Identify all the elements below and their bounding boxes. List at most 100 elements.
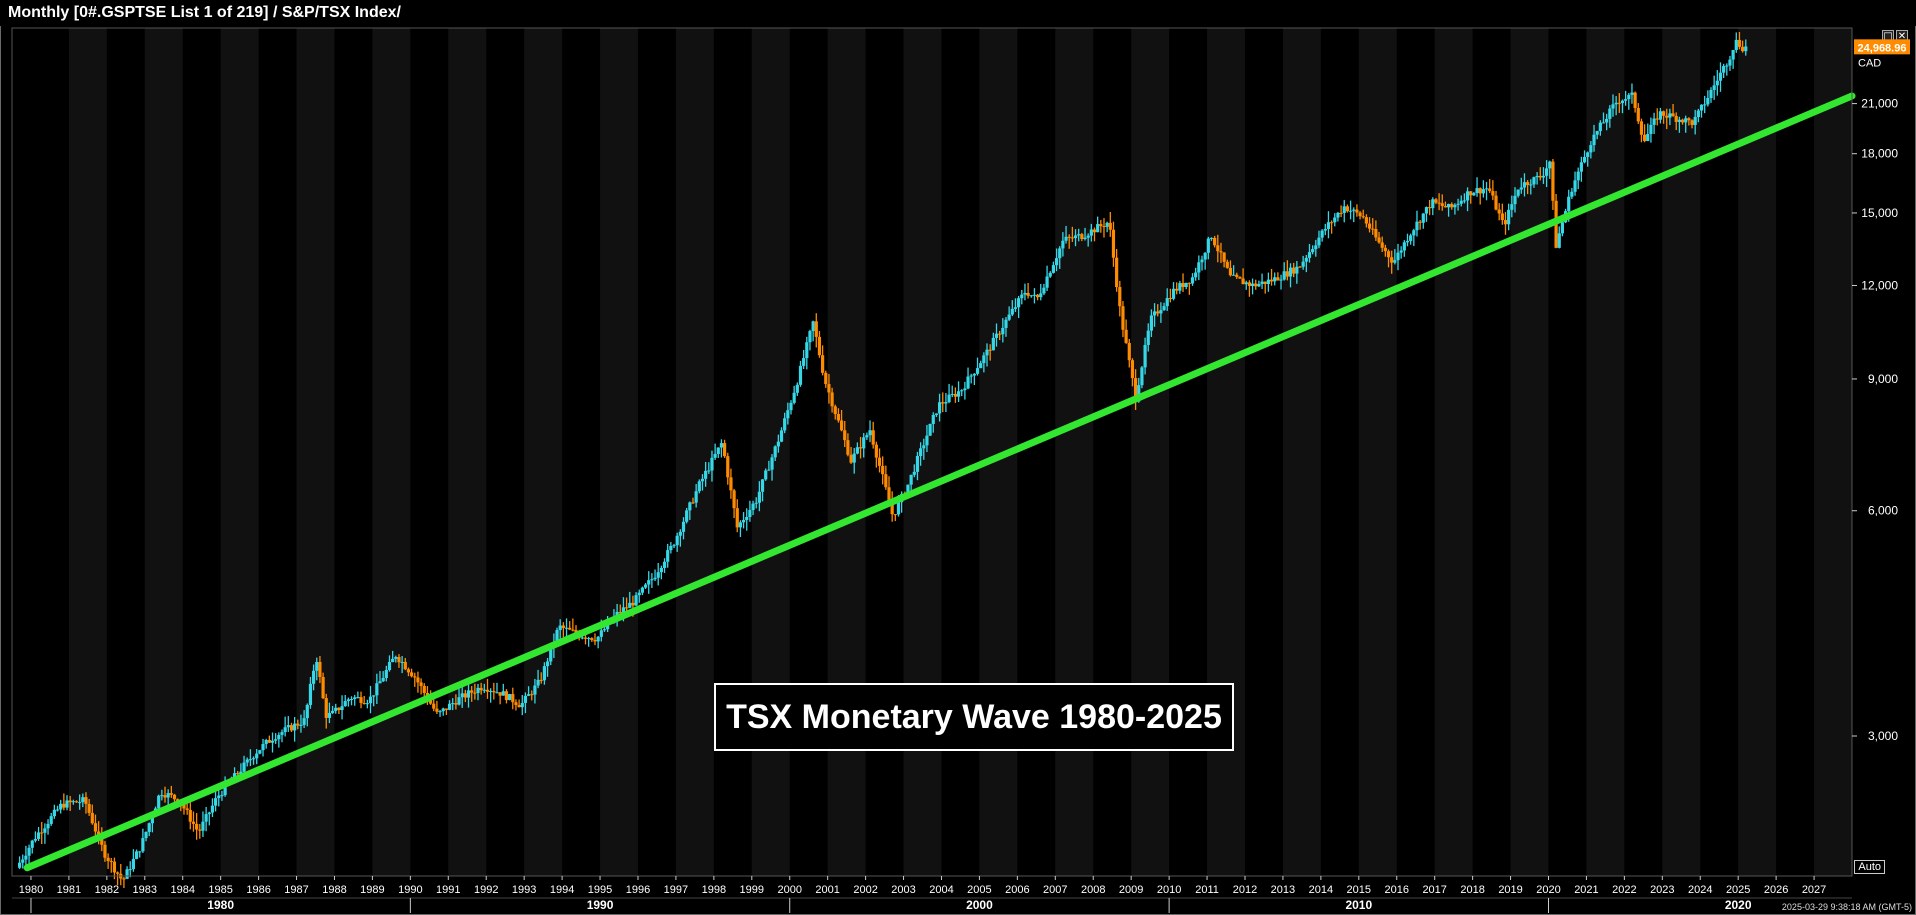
candle-body: [798, 365, 803, 385]
candle-body: [1627, 94, 1631, 100]
candle-body: [1266, 279, 1270, 285]
candle-body: [1573, 180, 1577, 192]
candle-body: [1314, 245, 1318, 250]
candle-body: [1507, 209, 1511, 225]
candle-body: [277, 734, 281, 740]
candle-body: [406, 669, 411, 673]
candle-body: [1213, 237, 1217, 246]
candle-body: [321, 676, 325, 699]
candle-body: [1168, 298, 1172, 300]
candle-body: [441, 708, 445, 712]
candle-body: [1661, 111, 1666, 116]
candle-body: [1649, 124, 1653, 134]
candle-body: [1200, 259, 1204, 263]
candle-body: [1143, 344, 1147, 368]
last-price-label: 24,968.96: [1858, 42, 1907, 54]
candle-body: [207, 812, 211, 815]
y-tick-label: 3,000: [1868, 729, 1898, 743]
candle-body: [1247, 282, 1252, 287]
y-tick-label: 21,000: [1861, 97, 1898, 111]
candle-body: [1295, 266, 1299, 274]
candle-body: [1323, 228, 1327, 231]
candle-body: [580, 637, 584, 639]
candle-body: [998, 333, 1002, 335]
candle-body: [1311, 249, 1315, 253]
x-tick-label: 2008: [1081, 884, 1105, 896]
candle-body: [1405, 240, 1410, 243]
candle-body: [681, 521, 686, 532]
candle-body: [1488, 188, 1492, 192]
candle-body: [884, 474, 888, 488]
candle-body: [643, 584, 648, 588]
candle-body: [1706, 97, 1710, 105]
candle-body: [1032, 294, 1037, 296]
candle-body: [852, 453, 856, 463]
candle-body: [457, 697, 461, 705]
candle-body: [1159, 310, 1163, 314]
candle-body: [299, 724, 303, 726]
candle-body: [1589, 145, 1593, 153]
candle-body: [1054, 258, 1059, 266]
candle-body: [941, 402, 945, 404]
candle-body: [821, 355, 825, 373]
candle-body: [1361, 216, 1365, 218]
candle-body: [1728, 59, 1732, 66]
x-tick-label: 2004: [929, 884, 953, 896]
candle-body: [334, 707, 338, 711]
candle-body: [779, 430, 784, 442]
candle-body: [1513, 195, 1517, 205]
candle-body: [21, 859, 25, 863]
candle-body: [122, 878, 126, 880]
candle-body: [1301, 261, 1305, 267]
candle-body: [1668, 113, 1672, 118]
candle-body: [356, 697, 360, 699]
candle-body: [264, 739, 268, 745]
candle-body: [248, 759, 252, 761]
candle-body: [1516, 189, 1520, 196]
candle-body: [157, 795, 161, 809]
candle-body: [1715, 80, 1719, 86]
candle-body: [504, 691, 509, 701]
candle-body: [55, 809, 60, 811]
candle-body: [403, 661, 407, 670]
candle-body: [93, 823, 98, 832]
candle-body: [1206, 238, 1210, 253]
candle-body: [1434, 199, 1438, 203]
candle-body: [726, 456, 730, 478]
year-band: [1814, 28, 1852, 876]
candle-body: [896, 502, 901, 515]
candle-body: [1624, 99, 1628, 101]
candle-body: [375, 683, 379, 696]
candle-body: [969, 375, 973, 377]
decade-label: 2010: [1345, 898, 1372, 912]
candle-body: [786, 410, 790, 419]
x-tick-label: 1981: [57, 884, 81, 896]
candle-body: [214, 798, 218, 806]
candle-body: [754, 502, 758, 504]
candle-body: [365, 703, 369, 705]
candle-body: [846, 440, 850, 455]
candle-body: [716, 447, 720, 455]
candle-body: [349, 698, 354, 700]
candle-body: [1453, 204, 1457, 208]
candle-body: [1538, 175, 1542, 178]
candle-body: [855, 447, 859, 454]
candle-body: [1184, 282, 1188, 288]
candle-body: [631, 602, 635, 606]
x-tick-label: 1984: [170, 884, 194, 896]
candle-body: [312, 670, 316, 684]
candle-body: [368, 696, 373, 704]
candle-body: [223, 783, 227, 796]
auto-scale-button[interactable]: Auto: [1854, 860, 1885, 874]
candle-body: [87, 803, 91, 813]
candle-body: [824, 372, 828, 385]
candle-body: [330, 710, 335, 713]
x-tick-label: 2013: [1271, 884, 1295, 896]
candle-body: [188, 809, 192, 822]
x-tick-label: 2020: [1536, 884, 1560, 896]
candle-body: [1519, 187, 1523, 190]
x-tick-label: 1994: [550, 884, 574, 896]
candle-body: [1013, 307, 1018, 309]
candle-body: [204, 814, 208, 822]
